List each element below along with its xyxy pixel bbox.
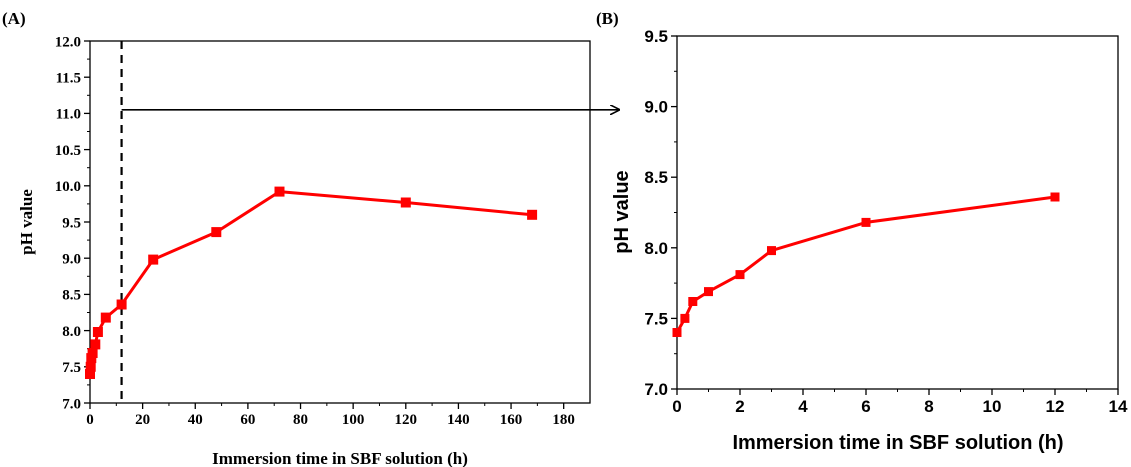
panel-a: (A) 0 20 40 60 80 100 120 140 160 180 7.0 7.5 8.0 8.… bbox=[2, 9, 619, 467]
x-tick-label: 0 bbox=[672, 397, 681, 416]
x-tick-label: 120 bbox=[395, 412, 418, 428]
data-point bbox=[688, 297, 698, 306]
y-tick-label: 10.5 bbox=[55, 143, 81, 159]
x-tick-label: 100 bbox=[342, 412, 365, 428]
y-tick-label: 8.5 bbox=[644, 168, 668, 187]
y-tick-label: 8.5 bbox=[62, 288, 81, 304]
data-point bbox=[211, 227, 222, 238]
panel-b-y-label: pH value bbox=[611, 170, 633, 253]
series-line bbox=[88, 190, 533, 375]
panel-b-x-label: Immersion time in SBF solution (h) bbox=[732, 432, 1063, 454]
x-tick-label: 10 bbox=[983, 397, 1002, 416]
panel-a-x-axis: 0 20 40 60 80 100 120 140 160 180 bbox=[86, 403, 575, 428]
data-point bbox=[87, 348, 98, 358]
data-point bbox=[1050, 192, 1060, 202]
panel-b-label: (B) bbox=[596, 9, 619, 28]
data-point bbox=[100, 312, 111, 323]
y-tick-label: 7.5 bbox=[62, 360, 81, 376]
y-tick-label: 7.0 bbox=[644, 380, 668, 399]
x-tick-label: 0 bbox=[86, 412, 94, 428]
data-point bbox=[672, 328, 682, 337]
x-tick-label: 4 bbox=[798, 397, 808, 416]
x-tick-label: 140 bbox=[447, 412, 470, 428]
series-line bbox=[675, 195, 1056, 334]
y-tick-label: 9.5 bbox=[62, 215, 81, 231]
panel-a-y-axis: 7.0 7.5 8.0 8.5 9.0 9.5 10.0 10.5 11.0 11.5 12.0 bbox=[55, 34, 90, 412]
data-point bbox=[680, 313, 690, 323]
x-tick-label: 60 bbox=[240, 412, 255, 428]
x-tick-label: 6 bbox=[861, 397, 870, 416]
y-tick-label: 9.0 bbox=[62, 251, 81, 267]
y-tick-label: 9.5 bbox=[644, 27, 668, 46]
y-tick-label: 10.0 bbox=[55, 179, 81, 195]
panel-a-x-label: Immersion time in SBF solution (h) bbox=[212, 449, 468, 467]
x-tick-label: 40 bbox=[188, 412, 203, 428]
x-tick-label: 80 bbox=[293, 412, 308, 428]
panel-a-plot-frame bbox=[89, 40, 591, 404]
x-tick-label: 12 bbox=[1046, 397, 1065, 416]
data-point bbox=[86, 353, 97, 364]
panel-a-label: (A) bbox=[2, 9, 26, 28]
x-tick-label: 180 bbox=[552, 412, 575, 428]
x-tick-label: 14 bbox=[1109, 397, 1128, 416]
panel-b-y-axis: 7.0 7.5 8.0 8.5 9.0 9.5 bbox=[644, 27, 677, 399]
data-point bbox=[735, 270, 745, 280]
panel-b-series bbox=[672, 192, 1060, 337]
y-tick-label: 8.0 bbox=[62, 324, 81, 340]
y-tick-label: 12.0 bbox=[55, 34, 81, 50]
y-tick-label: 11.0 bbox=[56, 107, 81, 123]
data-point bbox=[704, 287, 713, 297]
y-tick-label: 9.0 bbox=[644, 98, 668, 117]
data-point bbox=[92, 327, 103, 337]
data-point bbox=[400, 197, 411, 208]
data-point bbox=[85, 361, 96, 372]
panel-b-x-axis: 0 2 4 6 8 10 12 14 bbox=[672, 389, 1128, 416]
y-tick-label: 7.5 bbox=[644, 309, 668, 328]
y-tick-label: 8.0 bbox=[644, 239, 668, 258]
panel-b: (B) 0 2 4 6 8 10 12 14 7.0 7.5 8.0 8.5 9.0 9.5 Immer… bbox=[596, 9, 1128, 454]
data-point bbox=[116, 299, 127, 310]
panel-b-plot-frame bbox=[676, 35, 1119, 390]
panel-a-series bbox=[85, 186, 538, 379]
data-point bbox=[90, 339, 101, 350]
y-tick-label: 7.0 bbox=[62, 396, 81, 412]
data-point bbox=[767, 246, 776, 256]
panel-a-y-label: pH value bbox=[17, 189, 36, 255]
data-point bbox=[148, 254, 159, 265]
x-tick-label: 2 bbox=[735, 397, 744, 416]
x-tick-label: 160 bbox=[500, 412, 523, 428]
y-tick-label: 11.5 bbox=[56, 70, 81, 86]
data-point bbox=[527, 209, 538, 220]
data-point bbox=[274, 186, 285, 197]
x-tick-label: 20 bbox=[135, 412, 150, 428]
data-point bbox=[861, 217, 871, 227]
data-point bbox=[85, 369, 95, 379]
x-tick-label: 8 bbox=[924, 397, 933, 416]
